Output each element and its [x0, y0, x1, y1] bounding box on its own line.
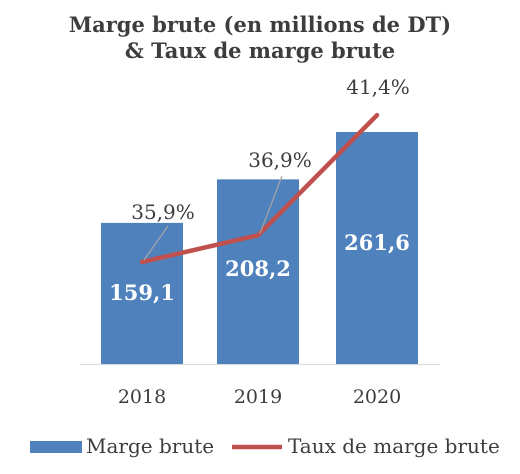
line-value-label-2018: 35,9% [131, 200, 195, 224]
line-value-label-2020: 41,4% [346, 75, 410, 99]
legend-label-taux-de-marge-brute: Taux de marge brute [288, 434, 500, 458]
x-tick-label-2018: 2018 [118, 386, 166, 408]
line-value-label-2019: 36,9% [248, 148, 312, 172]
leader-line-2018 [143, 225, 169, 261]
line-point-2019 [256, 233, 260, 237]
bar-value-label-2018: 159,1 [109, 280, 175, 305]
line-point-2020 [375, 113, 379, 117]
chart-title-line-1: Marge brute (en millions de DT) [68, 12, 452, 37]
bar-value-label-2019: 208,2 [225, 256, 291, 281]
line-point-2018 [140, 260, 144, 264]
chart-title-line-2: & Taux de marge brute [124, 38, 396, 63]
bar-2020 [336, 132, 418, 364]
x-tick-label-2019: 2019 [234, 386, 282, 408]
leader-line-2019 [259, 175, 283, 234]
bar-2018 [101, 222, 183, 364]
legend-label-marge-brute: Marge brute [86, 434, 214, 458]
x-tick-label-2020: 2020 [353, 386, 401, 408]
bar-value-label-2020: 261,6 [344, 230, 410, 255]
legend-swatch-marge-brute [30, 441, 82, 453]
